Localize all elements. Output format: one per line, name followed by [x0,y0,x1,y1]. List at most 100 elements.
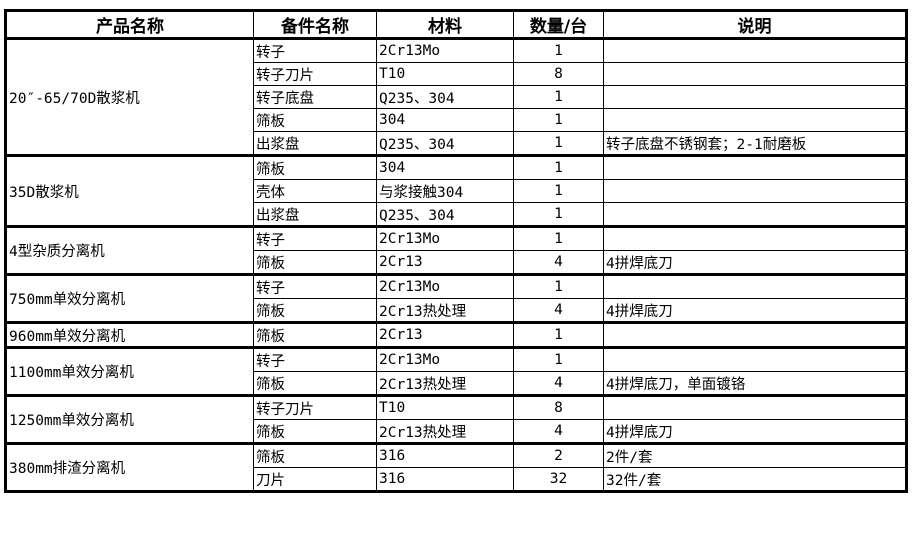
header-row: 产品名称 备件名称 材料 数量/台 说明 [5,10,907,40]
quantity-cell[interactable]: 1 [513,321,604,348]
quantity-cell[interactable]: 4 [513,250,604,275]
note-cell[interactable] [603,273,907,299]
material-cell[interactable]: T10 [376,62,514,86]
note-cell[interactable] [603,108,907,132]
quantity-cell[interactable]: 32 [513,467,604,492]
quantity-cell[interactable]: 4 [513,371,604,396]
part-name-cell[interactable]: 转子 [253,38,377,63]
header-material: 材料 [376,10,514,40]
material-cell[interactable]: 304 [376,108,514,132]
product-name-cell[interactable]: 960mm单效分离机 [5,321,254,348]
header-product: 产品名称 [5,10,254,40]
material-cell[interactable]: 2Cr13Mo [376,273,514,299]
table-row: 出浆盘 Q235、304 1 转子底盘不锈钢套；2-1耐磨板 [6,131,907,156]
material-cell[interactable]: Q235、304 [376,131,514,156]
material-cell[interactable]: 2Cr13热处理 [376,371,514,396]
material-cell[interactable]: 316 [376,467,514,492]
note-cell[interactable]: 4拼焊底刀 [603,250,907,275]
part-name-cell[interactable]: 筛板 [253,321,377,348]
quantity-cell[interactable]: 1 [513,179,604,203]
note-cell[interactable]: 转子底盘不锈钢套；2-1耐磨板 [603,131,907,156]
note-cell[interactable]: 4拼焊底刀 [603,419,907,444]
note-cell[interactable] [603,85,907,109]
table-row: 刀片 316 32 32件/套 [6,467,907,492]
material-cell[interactable]: T10 [376,394,514,420]
quantity-cell[interactable]: 1 [513,154,604,180]
product-name-cell[interactable]: 1250mm单效分离机 [5,394,254,444]
part-name-cell[interactable]: 筛板 [253,419,377,444]
product-name-cell[interactable]: 35D散浆机 [5,154,254,227]
part-name-cell[interactable]: 转子 [253,346,377,372]
note-cell[interactable]: 2件/套 [603,442,907,468]
note-cell[interactable] [603,202,907,227]
material-cell[interactable]: 2Cr13Mo [376,225,514,251]
material-cell[interactable]: 与浆接触304 [376,179,514,203]
quantity-cell[interactable]: 2 [513,442,604,468]
note-cell[interactable] [603,38,907,63]
table-row: 转子底盘 Q235、304 1 [6,85,907,109]
table-row: 20″-65/70D散浆机 转子 2Cr13Mo 1 [5,38,907,156]
material-cell[interactable]: 2Cr13 [376,321,514,348]
quantity-cell[interactable]: 8 [513,62,604,86]
note-cell[interactable]: 4拼焊底刀 [603,298,907,323]
note-cell[interactable] [603,346,907,372]
part-name-cell[interactable]: 出浆盘 [253,131,377,156]
part-name-cell[interactable]: 转子底盘 [253,85,377,109]
material-cell[interactable]: 2Cr13热处理 [376,298,514,323]
part-name-cell[interactable]: 筛板 [253,154,377,180]
part-name-cell[interactable]: 转子 [253,225,377,251]
quantity-cell[interactable]: 1 [513,38,604,63]
part-name-cell[interactable]: 筛板 [253,442,377,468]
note-cell[interactable] [603,321,907,348]
quantity-cell[interactable]: 8 [513,394,604,420]
quantity-cell[interactable]: 1 [513,108,604,132]
part-name-cell[interactable]: 筛板 [253,298,377,323]
table-row: 1250mm单效分离机 转子刀片 T10 8 [5,394,907,444]
note-cell[interactable]: 4拼焊底刀，单面镀铬 [603,371,907,396]
table-row: 4型杂质分离机 转子 2Cr13Mo 1 [5,225,907,275]
material-cell[interactable]: 2Cr13热处理 [376,419,514,444]
quantity-cell[interactable]: 1 [513,131,604,156]
quantity-cell[interactable]: 1 [513,273,604,299]
quantity-cell[interactable]: 1 [513,346,604,372]
part-name-cell[interactable]: 筛板 [253,371,377,396]
part-name-cell[interactable]: 转子刀片 [253,62,377,86]
part-name-cell[interactable]: 出浆盘 [253,202,377,227]
material-cell[interactable]: Q235、304 [376,202,514,227]
part-name-cell[interactable]: 筛板 [253,108,377,132]
table-row: 筛板 304 1 [6,108,907,132]
note-cell[interactable] [603,394,907,420]
quantity-cell[interactable]: 1 [513,85,604,109]
header-part: 备件名称 [253,10,377,40]
quantity-cell[interactable]: 1 [513,225,604,251]
table-body: 20″-65/70D散浆机 转子 2Cr13Mo 1 转子刀片 T10 8 转子底盘 Q235、… [5,38,907,492]
table-row: 750mm单效分离机 转子 2Cr13Mo 1 [5,273,907,323]
material-cell[interactable]: 2Cr13Mo [376,38,514,63]
quantity-cell[interactable]: 1 [513,202,604,227]
quantity-cell[interactable]: 4 [513,298,604,323]
note-cell[interactable] [603,154,907,180]
material-cell[interactable]: Q235、304 [376,85,514,109]
note-cell[interactable] [603,225,907,251]
part-name-cell[interactable]: 转子 [253,273,377,299]
product-name-cell[interactable]: 4型杂质分离机 [5,225,254,275]
table-row: 960mm单效分离机 筛板 2Cr13 1 [5,321,907,348]
table-row: 1100mm单效分离机 转子 2Cr13Mo 1 [5,346,907,396]
part-name-cell[interactable]: 壳体 [253,179,377,203]
product-name-cell[interactable]: 20″-65/70D散浆机 [5,38,254,156]
part-name-cell[interactable]: 转子刀片 [253,394,377,420]
material-cell[interactable]: 304 [376,154,514,180]
product-name-cell[interactable]: 380mm排渣分离机 [5,442,254,492]
note-cell[interactable] [603,62,907,86]
part-name-cell[interactable]: 筛板 [253,250,377,275]
header-qty: 数量/台 [513,10,604,40]
note-cell[interactable] [603,179,907,203]
material-cell[interactable]: 316 [376,442,514,468]
material-cell[interactable]: 2Cr13Mo [376,346,514,372]
product-name-cell[interactable]: 1100mm单效分离机 [5,346,254,396]
part-name-cell[interactable]: 刀片 [253,467,377,492]
note-cell[interactable]: 32件/套 [603,467,907,492]
product-name-cell[interactable]: 750mm单效分离机 [5,273,254,323]
quantity-cell[interactable]: 4 [513,419,604,444]
material-cell[interactable]: 2Cr13 [376,250,514,275]
